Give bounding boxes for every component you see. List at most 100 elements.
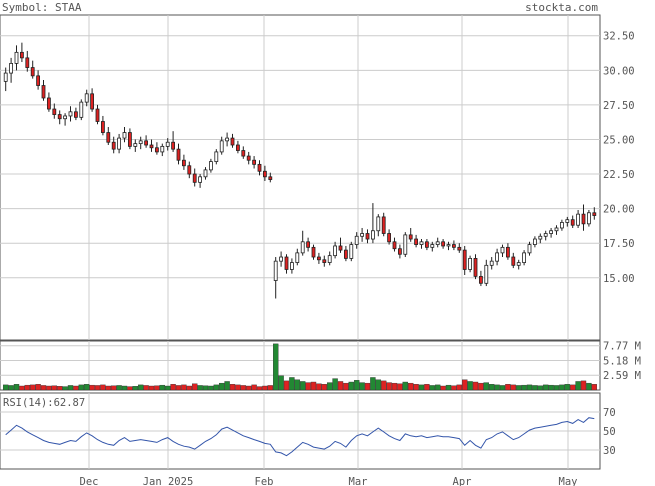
candle	[592, 207, 597, 220]
volume-bar	[564, 384, 570, 391]
volume-bar	[251, 384, 257, 391]
volume-bar	[505, 384, 511, 391]
volume-bar	[132, 386, 139, 391]
site-label: stockta.com	[525, 1, 598, 14]
volume-bar	[375, 379, 381, 391]
volume-bar	[397, 383, 403, 391]
volume-bar	[83, 384, 90, 391]
volume-bar	[305, 382, 311, 391]
candle	[219, 136, 224, 155]
volume-bar	[553, 385, 560, 391]
price-grid	[0, 15, 600, 340]
volume-tick-label: 5.18 M	[603, 355, 641, 367]
price-panel-frame	[0, 14, 601, 341]
price-tick-label: 32.50	[603, 31, 635, 43]
candle-body	[3, 72, 8, 82]
volume-bar	[273, 343, 279, 391]
volume-bar	[46, 385, 52, 391]
volume-bar	[440, 385, 446, 391]
date-tick-label: Dec	[80, 476, 99, 486]
candle-body	[181, 159, 186, 167]
candle-body	[549, 230, 553, 234]
candle	[187, 161, 192, 179]
candle-body	[343, 249, 348, 259]
candle-body	[316, 256, 321, 261]
candle-body	[554, 227, 559, 232]
volume-bar	[316, 383, 322, 391]
volume-bar	[35, 384, 41, 391]
candle-body	[262, 170, 267, 178]
candle-body	[9, 63, 14, 74]
price-tick-label: 22.50	[603, 169, 635, 181]
candle	[160, 143, 165, 157]
volume-panel: 7.77 M 5.18 M 2.59 M	[0, 340, 641, 391]
candle-body	[419, 241, 424, 245]
volume-bar	[462, 379, 468, 391]
volume-bar	[294, 379, 300, 391]
candle-body	[435, 241, 440, 245]
candle-body	[230, 137, 235, 146]
candle-body	[52, 108, 57, 115]
candle	[19, 42, 24, 63]
candle	[252, 156, 257, 169]
candle-body	[111, 141, 116, 150]
volume-bar	[40, 385, 47, 391]
candle-body	[446, 244, 451, 247]
candle	[533, 236, 537, 248]
candle-body	[187, 165, 192, 175]
candle-body	[225, 137, 230, 142]
candle	[262, 165, 267, 181]
volume-bar	[451, 385, 457, 391]
volume-bar	[537, 385, 543, 391]
candle-body	[478, 275, 483, 284]
candle-body	[25, 57, 30, 68]
volume-bar	[24, 384, 30, 391]
candle	[327, 251, 332, 266]
candle	[451, 240, 456, 251]
candle	[381, 212, 386, 237]
candle-body	[90, 93, 94, 110]
candle-body	[430, 244, 435, 248]
volume-bar	[310, 381, 317, 391]
candle-body	[311, 246, 316, 258]
price-tick-label: 20.00	[603, 204, 635, 216]
candle	[25, 50, 30, 72]
volume-bar	[289, 377, 295, 391]
candle	[101, 115, 105, 136]
candle	[403, 232, 408, 258]
candle-body	[560, 222, 564, 229]
candle	[316, 252, 321, 264]
candle	[349, 241, 354, 262]
volume-bar	[110, 385, 117, 391]
candle-body	[138, 140, 143, 145]
candle-body	[95, 108, 100, 122]
volume-bar	[62, 386, 68, 391]
candle-body	[581, 213, 586, 225]
volume-bar	[3, 384, 9, 391]
candle	[392, 237, 397, 252]
volume-bar	[175, 385, 182, 391]
candle	[68, 106, 73, 122]
candle-body	[219, 140, 224, 153]
candle	[516, 259, 521, 270]
candle-body	[47, 97, 51, 110]
rsi-tick-label: 70	[603, 407, 616, 419]
volume-bar	[67, 385, 74, 391]
candle-body	[570, 219, 575, 226]
candle	[176, 143, 181, 165]
candle	[257, 160, 262, 176]
volume-bar	[381, 380, 387, 391]
price-candles	[3, 42, 597, 299]
candle-body	[327, 255, 332, 263]
volume-bar	[164, 385, 171, 391]
candle-body	[397, 248, 402, 255]
volume-bar	[51, 385, 57, 391]
volume-bar	[445, 384, 452, 391]
volume-bar	[13, 384, 20, 391]
volume-bar	[208, 385, 214, 391]
volume-bar	[105, 385, 112, 391]
candle-body	[246, 155, 251, 161]
volume-bar	[170, 384, 176, 391]
volume-bar	[580, 380, 587, 391]
candle	[84, 89, 89, 107]
